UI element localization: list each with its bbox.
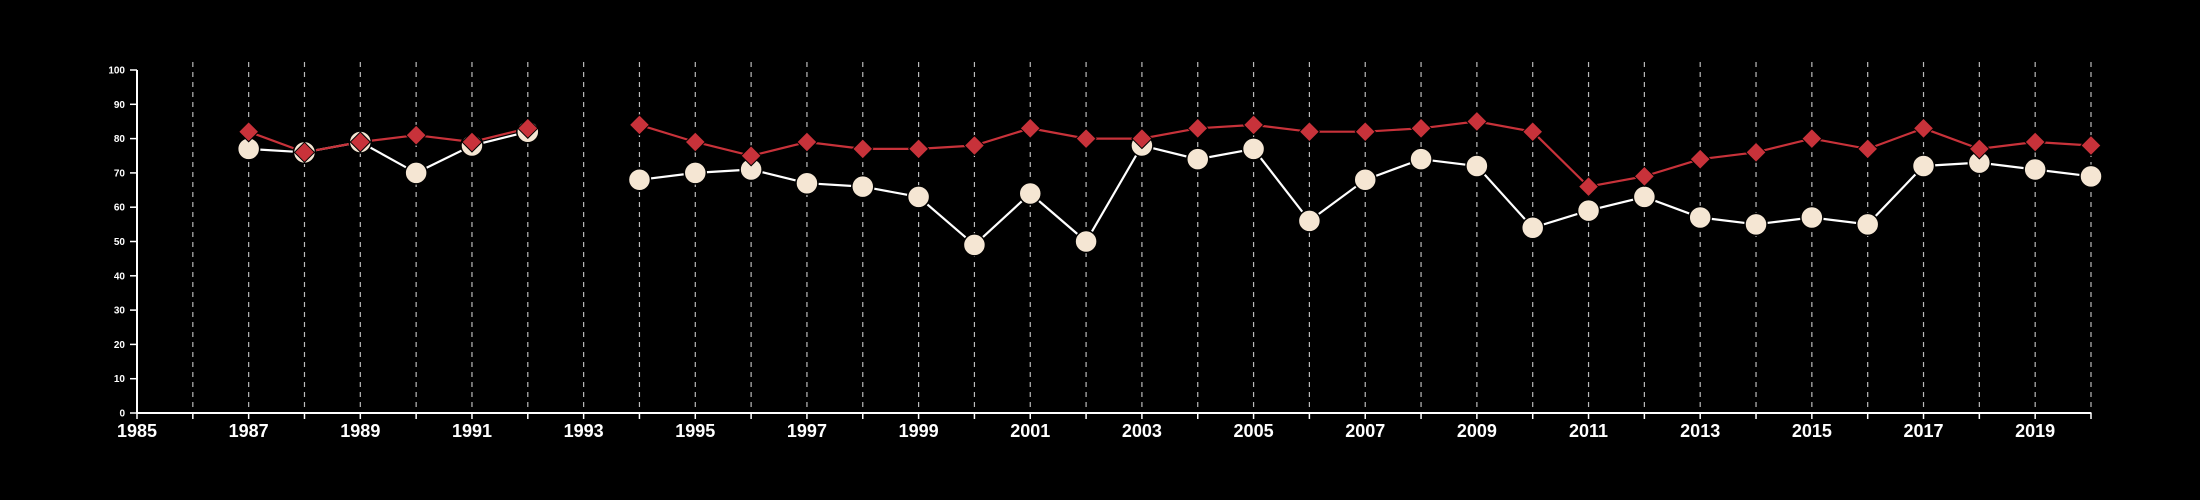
y-tick-label: 0 bbox=[119, 409, 125, 420]
data-point-circle bbox=[1074, 229, 1098, 254]
x-tick-label: 1993 bbox=[564, 421, 604, 441]
data-point-diamond bbox=[1856, 138, 1879, 160]
x-tick-label: 2015 bbox=[1792, 421, 1832, 441]
x-tick-label: 1991 bbox=[452, 421, 492, 441]
data-point-circle bbox=[1297, 209, 1322, 233]
axes bbox=[136, 70, 2091, 414]
x-tick-label: 2013 bbox=[1680, 421, 1720, 441]
data-point-circle bbox=[627, 168, 652, 192]
x-ticks: 1985 1987 1989 1991 1993 1995 1997 1999 2001 2003… bbox=[117, 413, 2092, 441]
y-tick-label: 10 bbox=[114, 374, 126, 385]
data-point-circle bbox=[2023, 157, 2047, 182]
x-tick-label: 2007 bbox=[1345, 421, 1385, 441]
data-point-diamond bbox=[628, 114, 651, 136]
data-point-diamond bbox=[237, 121, 260, 143]
data-point-circle bbox=[404, 161, 428, 185]
data-point-diamond bbox=[907, 138, 930, 160]
data-point-diamond bbox=[1242, 114, 1265, 136]
data-point-diamond bbox=[461, 131, 483, 153]
data-point-circle bbox=[962, 233, 987, 257]
data-point-circle bbox=[1520, 216, 1545, 240]
x-tick-label: 2017 bbox=[1903, 421, 1943, 441]
data-point-circle bbox=[1185, 147, 1210, 171]
data-point-circle bbox=[1688, 205, 1712, 230]
data-point-circle bbox=[1744, 212, 1768, 237]
data-point-diamond bbox=[349, 131, 372, 153]
data-point-circle bbox=[683, 161, 708, 185]
data-point-diamond bbox=[684, 131, 706, 153]
x-tick-label: 2001 bbox=[1010, 421, 1050, 441]
y-tick-label: 50 bbox=[114, 237, 126, 248]
x-tick-label: 2005 bbox=[1234, 421, 1274, 441]
data-point-circle bbox=[1409, 147, 1433, 171]
data-point-circle bbox=[1353, 168, 1377, 192]
data-point-circle bbox=[795, 171, 819, 195]
data-point-circle bbox=[1018, 181, 1043, 206]
data-point-circle bbox=[1632, 185, 1657, 209]
data-point-diamond bbox=[2080, 134, 2102, 157]
series-line bbox=[248, 127, 529, 154]
data-point-diamond bbox=[740, 145, 762, 167]
data-point-diamond bbox=[1354, 121, 1376, 143]
data-point-circle bbox=[851, 174, 875, 199]
x-tick-label: 1995 bbox=[675, 421, 715, 441]
data-point-diamond bbox=[1075, 127, 1097, 150]
data-point-diamond bbox=[963, 134, 986, 157]
data-point-diamond bbox=[1019, 117, 1041, 140]
data-point-diamond bbox=[1745, 141, 1767, 164]
data-point-diamond bbox=[517, 117, 539, 140]
data-point-circle bbox=[1855, 212, 1880, 237]
data-point-diamond bbox=[1410, 117, 1432, 140]
x-tick-label: 2009 bbox=[1457, 421, 1497, 441]
y-tick-label: 30 bbox=[114, 306, 126, 317]
y-tick-label: 80 bbox=[114, 134, 126, 145]
y-tick-label: 90 bbox=[114, 100, 126, 111]
data-point-diamond bbox=[796, 131, 818, 153]
data-point-diamond bbox=[1466, 110, 1488, 133]
y-tick-label: 100 bbox=[108, 66, 125, 77]
data-point-circle bbox=[1241, 137, 1266, 161]
x-tick-label: 1999 bbox=[899, 421, 939, 441]
x-tick-label: 2011 bbox=[1569, 421, 1608, 441]
y-tick-label: 70 bbox=[114, 168, 126, 179]
data-point-diamond bbox=[1522, 121, 1544, 143]
x-tick-label: 2019 bbox=[2015, 421, 2055, 441]
data-point-circle bbox=[1576, 198, 1601, 223]
data-point-diamond bbox=[1689, 148, 1711, 170]
y-tick-label: 40 bbox=[114, 271, 126, 282]
data-point-circle bbox=[1465, 154, 1489, 178]
x-tick-label: 1985 bbox=[117, 421, 157, 441]
data-point-circle bbox=[1800, 205, 1824, 230]
data-point-diamond bbox=[852, 138, 874, 160]
data-point-diamond bbox=[2024, 131, 2046, 153]
series bbox=[236, 110, 2103, 257]
data-point-diamond bbox=[1633, 165, 1656, 188]
data-point-diamond bbox=[405, 124, 427, 146]
data-point-diamond bbox=[1298, 121, 1321, 143]
data-point-diamond bbox=[1131, 127, 1153, 150]
data-point-diamond bbox=[1187, 117, 1209, 140]
x-tick-label: 1997 bbox=[787, 421, 827, 441]
y-tick-label: 20 bbox=[114, 340, 126, 351]
data-point-circle bbox=[1911, 154, 1936, 178]
x-tick-label: 1987 bbox=[229, 421, 269, 441]
x-tick-label: 1989 bbox=[340, 421, 380, 441]
x-tick-label: 2003 bbox=[1122, 421, 1162, 441]
data-point-diamond bbox=[1577, 175, 1600, 198]
data-point-circle bbox=[906, 185, 931, 209]
data-point-diamond bbox=[1968, 138, 1991, 160]
y-ticks: 0 10 20 30 40 50 60 70 80 90 100 bbox=[108, 66, 137, 420]
data-point-diamond bbox=[293, 141, 316, 164]
data-point-diamond bbox=[1801, 127, 1823, 150]
data-point-circle bbox=[2079, 164, 2103, 189]
grid bbox=[192, 62, 2092, 413]
y-tick-label: 60 bbox=[114, 203, 126, 214]
data-point-diamond bbox=[1912, 117, 1935, 140]
